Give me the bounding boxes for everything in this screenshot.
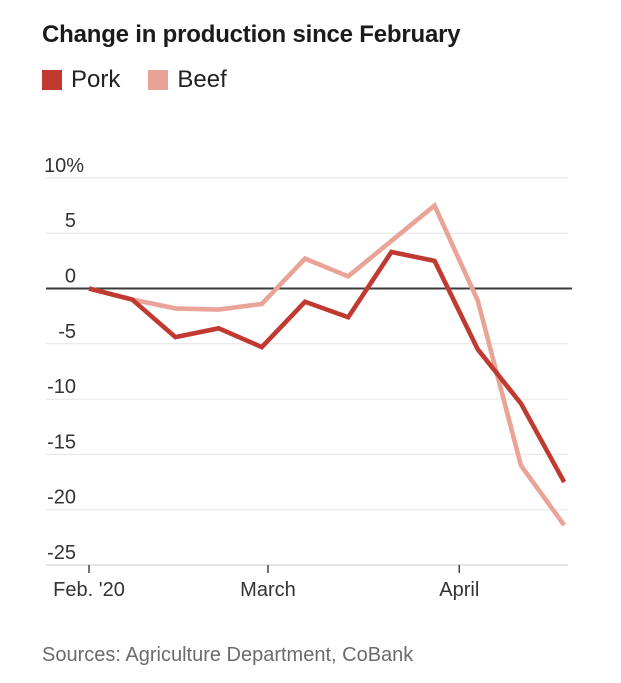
y-tick-label: 10%	[44, 155, 84, 177]
pork-swatch	[42, 70, 62, 90]
source-note: Sources: Agriculture Department, CoBank	[42, 644, 414, 666]
beef-line	[88, 201, 567, 527]
y-tick-label: -5	[58, 321, 76, 343]
y-tick-label: -10	[47, 376, 76, 398]
x-tick-label: April	[439, 579, 479, 601]
x-tick-label: Feb. '20	[53, 579, 125, 601]
beef-swatch	[148, 70, 169, 90]
legend-item-beef: Beef	[148, 66, 227, 94]
y-tick-label: -15	[47, 431, 76, 453]
y-tick-label: -25	[47, 542, 76, 564]
pork-legend-label: Pork	[71, 66, 121, 93]
legend-item-pork: Pork	[42, 66, 120, 94]
x-tick-label: March	[240, 579, 296, 601]
y-tick-label: 5	[65, 210, 76, 232]
y-tick-label: 0	[65, 266, 76, 288]
y-tick-label: -20	[47, 487, 76, 509]
legend: Pork Beef	[42, 66, 227, 94]
chart-title: Change in production since February	[42, 21, 461, 48]
beef-legend-label: Beef	[177, 66, 227, 93]
pork-line	[88, 249, 567, 484]
